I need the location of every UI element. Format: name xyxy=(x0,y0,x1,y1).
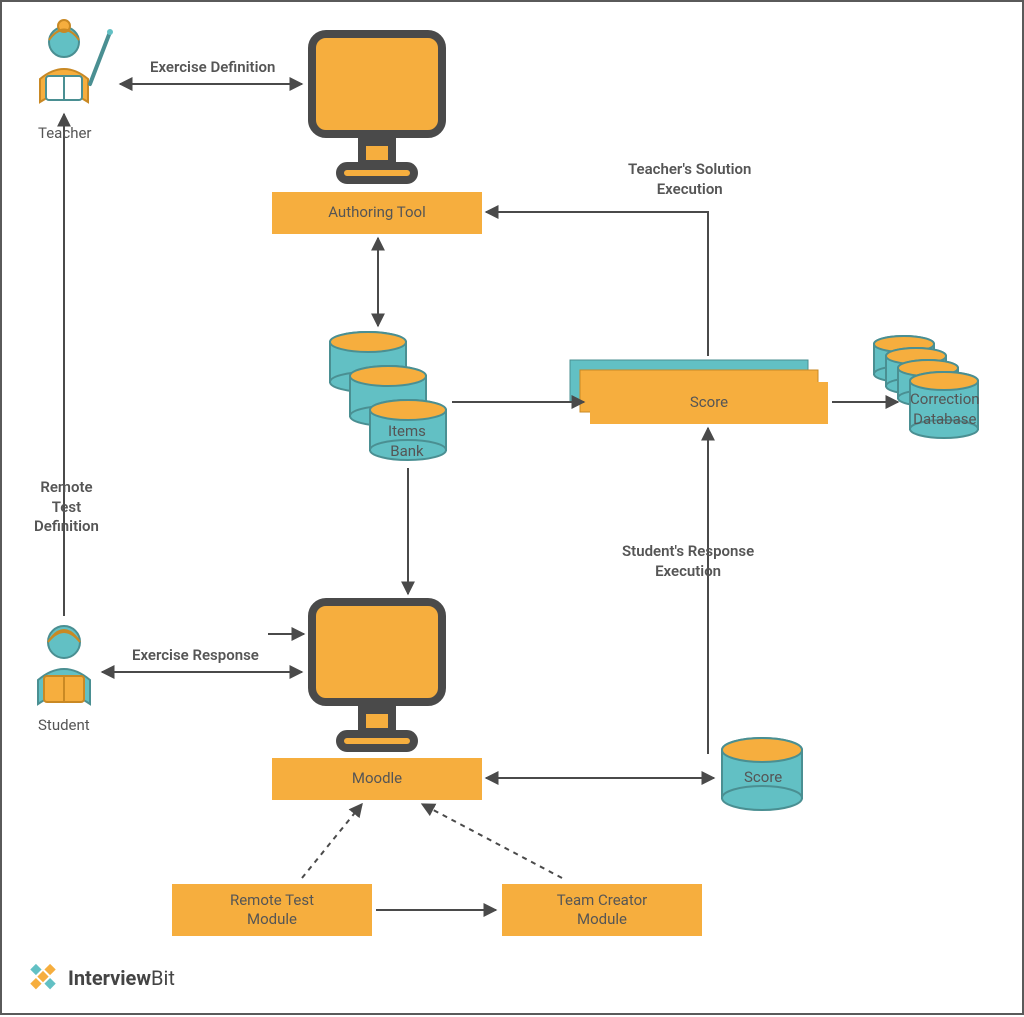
student-icon xyxy=(38,626,90,704)
moodle-box: Moodle xyxy=(272,758,482,800)
items-bank-label: Items Bank xyxy=(388,422,426,461)
logo-text: InterviewBit xyxy=(68,966,175,990)
authoring-tool-box: Authoring Tool xyxy=(272,192,482,234)
interviewbit-logo: InterviewBit xyxy=(26,961,175,995)
teacher-label: Teacher xyxy=(38,124,92,144)
exercise-definition-label: Exercise Definition xyxy=(150,58,275,78)
teacher-icon xyxy=(40,20,113,102)
correction-db-label: Correction Database xyxy=(910,390,980,429)
teacher-solution-label: Teacher's Solution Execution xyxy=(628,160,751,199)
remote-test-definition-label: Remote Test Definition xyxy=(34,478,99,537)
diagram-svg xyxy=(2,2,1024,1017)
exercise-response-label: Exercise Response xyxy=(132,646,259,666)
score-db-label: Score xyxy=(744,768,782,788)
team-creator-module-box: Team Creator Module xyxy=(502,884,702,936)
logo-icon xyxy=(26,961,60,995)
score-box: Score xyxy=(590,382,828,424)
student-response-label: Student's Response Execution xyxy=(622,542,754,581)
monitor-top-icon xyxy=(312,34,442,180)
diagram-canvas: Authoring Tool Score Moodle Remote Test … xyxy=(0,0,1024,1015)
monitor-bottom-icon xyxy=(312,602,442,748)
student-label: Student xyxy=(38,716,90,736)
remote-test-module-box: Remote Test Module xyxy=(172,884,372,936)
